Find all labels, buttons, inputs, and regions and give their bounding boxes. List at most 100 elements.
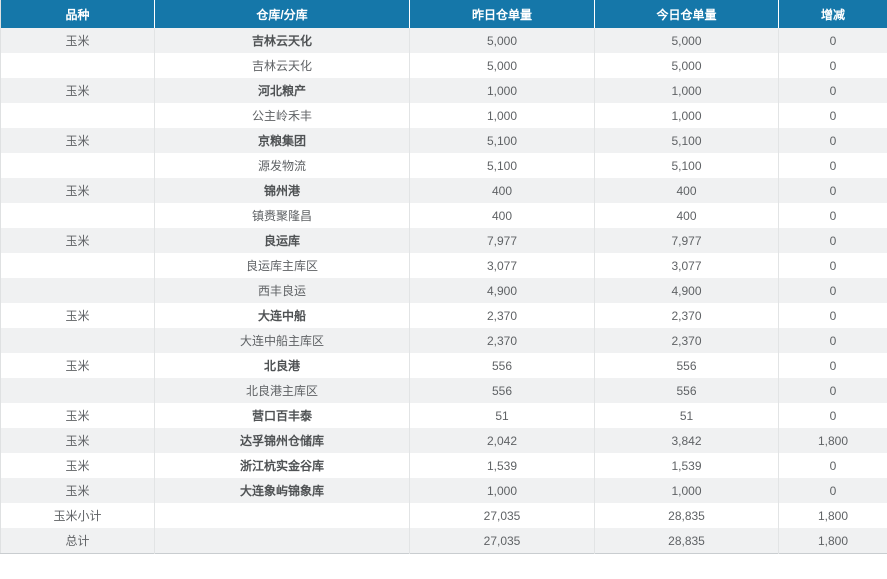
change-cell: 0 [778,278,887,303]
table-row: 玉米 锦州港 400 400 0 [0,178,887,203]
column-header-variety: 品种 [0,0,155,28]
warehouse-cell: 吉林云天化 [154,28,410,53]
today-volume-cell: 51 [594,403,779,428]
today-volume-cell: 7,977 [594,228,779,253]
warehouse-cell: 镇赉聚隆昌 [154,203,410,228]
variety-cell: 玉米 [0,128,155,153]
yesterday-volume-cell: 1,000 [409,478,595,503]
table-row: 公主岭禾丰 1,000 1,000 0 [0,103,887,128]
variety-cell: 玉米小计 [0,503,155,528]
warehouse-cell: 大连中船主库区 [154,328,410,353]
variety-cell: 总计 [0,528,155,554]
today-volume-cell: 3,077 [594,253,779,278]
warehouse-cell: 河北粮产 [154,78,410,103]
table-row: 吉林云天化 5,000 5,000 0 [0,53,887,78]
variety-cell: 玉米 [0,28,155,53]
yesterday-volume-cell: 4,900 [409,278,595,303]
table-body: 玉米 吉林云天化 5,000 5,000 0 吉林云天化 5,000 5,000… [0,28,887,554]
table-header: 品种 仓库/分库 昨日仓单量 今日仓单量 增减 [0,0,887,28]
warehouse-receipts-panel: 品种 仓库/分库 昨日仓单量 今日仓单量 增减 玉米 吉林云天化 5,000 5… [0,0,887,554]
warehouse-cell: 良运库主库区 [154,253,410,278]
today-volume-cell: 28,835 [594,503,779,528]
table-row: 玉米 北良港 556 556 0 [0,353,887,378]
change-cell: 1,800 [778,503,887,528]
table-row: 玉米 河北粮产 1,000 1,000 0 [0,78,887,103]
yesterday-volume-cell: 2,042 [409,428,595,453]
variety-cell: 玉米 [0,228,155,253]
yesterday-volume-cell: 5,100 [409,153,595,178]
change-cell: 0 [778,28,887,53]
today-volume-cell: 400 [594,178,779,203]
warehouse-cell: 锦州港 [154,178,410,203]
today-volume-cell: 5,100 [594,153,779,178]
warehouse-cell: 浙江杭实金谷库 [154,453,410,478]
yesterday-volume-cell: 2,370 [409,328,595,353]
warehouse-cell: 公主岭禾丰 [154,103,410,128]
warehouse-cell [154,528,410,554]
change-cell: 0 [778,203,887,228]
column-header-yesterday-volume: 昨日仓单量 [409,0,595,28]
variety-cell [0,103,155,128]
today-volume-cell: 28,835 [594,528,779,554]
table-row: 镇赉聚隆昌 400 400 0 [0,203,887,228]
warehouse-cell: 西丰良运 [154,278,410,303]
change-cell: 0 [778,253,887,278]
yesterday-volume-cell: 5,000 [409,28,595,53]
variety-cell [0,203,155,228]
today-volume-cell: 1,000 [594,478,779,503]
table-row: 玉米 良运库 7,977 7,977 0 [0,228,887,253]
yesterday-volume-cell: 1,539 [409,453,595,478]
today-volume-cell: 1,539 [594,453,779,478]
today-volume-cell: 1,000 [594,103,779,128]
yesterday-volume-cell: 400 [409,203,595,228]
warehouse-cell: 吉林云天化 [154,53,410,78]
table-row: 玉米 大连象屿锦象库 1,000 1,000 0 [0,478,887,503]
warehouse-cell: 北良港 [154,353,410,378]
change-cell: 0 [778,78,887,103]
table-row: 大连中船主库区 2,370 2,370 0 [0,328,887,353]
today-volume-cell: 1,000 [594,78,779,103]
yesterday-volume-cell: 5,000 [409,53,595,78]
change-cell: 0 [778,103,887,128]
table-row: 西丰良运 4,900 4,900 0 [0,278,887,303]
yesterday-volume-cell: 51 [409,403,595,428]
warehouse-cell: 良运库 [154,228,410,253]
change-cell: 0 [778,378,887,403]
yesterday-volume-cell: 2,370 [409,303,595,328]
warehouse-cell: 营口百丰泰 [154,403,410,428]
yesterday-volume-cell: 27,035 [409,528,595,554]
yesterday-volume-cell: 400 [409,178,595,203]
variety-cell: 玉米 [0,478,155,503]
variety-cell: 玉米 [0,78,155,103]
variety-cell [0,328,155,353]
table-row: 玉米 大连中船 2,370 2,370 0 [0,303,887,328]
table-row: 良运库主库区 3,077 3,077 0 [0,253,887,278]
yesterday-volume-cell: 7,977 [409,228,595,253]
change-cell: 0 [778,403,887,428]
today-volume-cell: 5,000 [594,28,779,53]
variety-cell: 玉米 [0,303,155,328]
change-cell: 0 [778,478,887,503]
table-row: 玉米 营口百丰泰 51 51 0 [0,403,887,428]
today-volume-cell: 4,900 [594,278,779,303]
today-volume-cell: 2,370 [594,328,779,353]
variety-cell: 玉米 [0,428,155,453]
change-cell: 0 [778,53,887,78]
change-cell: 0 [778,178,887,203]
column-header-warehouse: 仓库/分库 [154,0,410,28]
change-cell: 0 [778,153,887,178]
column-header-today-volume: 今日仓单量 [594,0,779,28]
header-row: 品种 仓库/分库 昨日仓单量 今日仓单量 增减 [0,0,887,28]
yesterday-volume-cell: 556 [409,353,595,378]
today-volume-cell: 5,100 [594,128,779,153]
column-header-change: 增减 [778,0,887,28]
variety-cell: 玉米 [0,178,155,203]
variety-cell [0,378,155,403]
yesterday-volume-cell: 1,000 [409,78,595,103]
today-volume-cell: 5,000 [594,53,779,78]
warehouse-cell: 源发物流 [154,153,410,178]
today-volume-cell: 2,370 [594,303,779,328]
variety-cell [0,253,155,278]
warehouse-cell: 北良港主库区 [154,378,410,403]
variety-cell: 玉米 [0,353,155,378]
